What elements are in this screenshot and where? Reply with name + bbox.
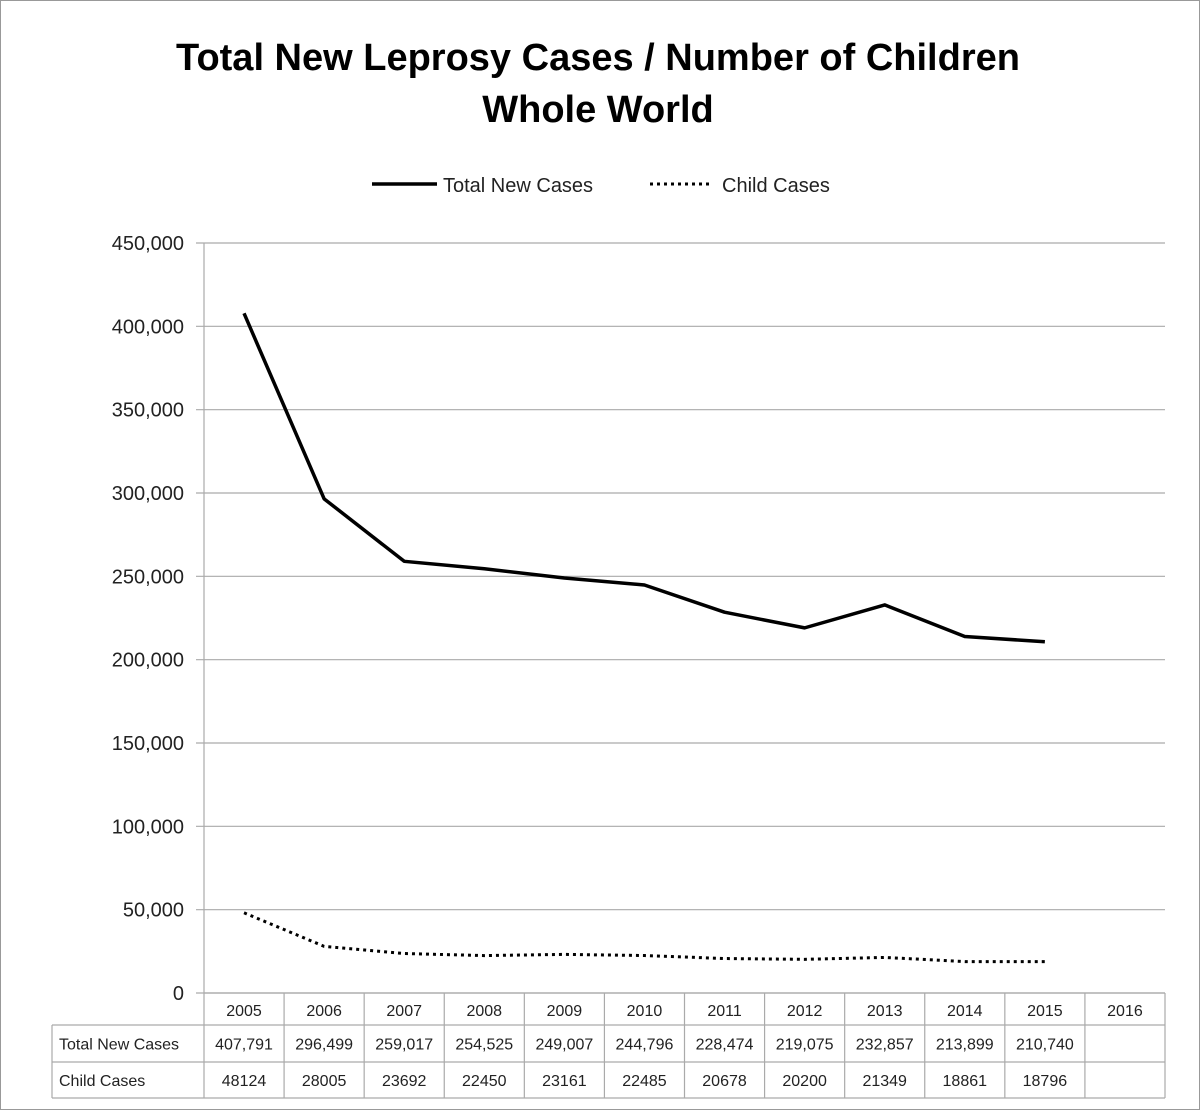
table-cell: 23692 (382, 1073, 427, 1090)
table-cell: 18796 (1023, 1073, 1068, 1090)
table-cell: 259,017 (375, 1037, 433, 1054)
y-tick-label: 450,000 (112, 233, 184, 255)
y-tick-label: 50,000 (123, 900, 184, 922)
table-cell: 48124 (222, 1073, 267, 1090)
y-tick-label: 300,000 (112, 483, 184, 505)
x-tick-label: 2012 (787, 1003, 823, 1020)
table-cell: 20678 (702, 1073, 747, 1090)
x-tick-label: 2006 (306, 1003, 342, 1020)
table-cell: 21349 (862, 1073, 907, 1090)
legend-label: Total New Cases (443, 175, 593, 197)
x-tick-label: 2010 (627, 1003, 663, 1020)
x-tick-label: 2013 (867, 1003, 903, 1020)
x-tick-label: 2016 (1107, 1003, 1143, 1020)
table-cell: 22450 (462, 1073, 507, 1090)
table-cell: 254,525 (455, 1037, 513, 1054)
x-tick-label: 2007 (386, 1003, 422, 1020)
data-table: 2005 2006 2007 2008 2009 2010 2011 2012 2013 2014… (51, 992, 1166, 1099)
y-tick-label: 350,000 (112, 400, 184, 422)
table-cell: 244,796 (616, 1037, 674, 1054)
series-lines (242, 312, 1045, 964)
y-tick-label: 200,000 (112, 650, 184, 672)
table-cell: 296,499 (295, 1037, 353, 1054)
x-tick-label: 2011 (707, 1003, 742, 1020)
table-cell: 23161 (542, 1073, 587, 1090)
legend-label: Child Cases (722, 175, 830, 197)
table-cell: 210,740 (1016, 1037, 1074, 1054)
table-cell: 407,791 (215, 1037, 273, 1054)
x-tick-label: 2008 (466, 1003, 502, 1020)
y-tick-label: 250,000 (112, 566, 184, 588)
table-cell: 232,857 (856, 1037, 914, 1054)
y-tick-label: 0 (173, 983, 184, 1005)
chart-title-line-2: Whole World (482, 89, 714, 131)
table-cell: 249,007 (535, 1037, 593, 1054)
x-tick-label: 2009 (547, 1003, 583, 1020)
x-tick-label: 2014 (947, 1003, 983, 1020)
table-cell: 22485 (622, 1073, 667, 1090)
x-tick-label: 2015 (1027, 1003, 1063, 1020)
x-tick-label: 2005 (226, 1003, 262, 1020)
table-cell: 213,899 (936, 1037, 994, 1054)
table-cell: 219,075 (776, 1037, 834, 1054)
y-tick-label: 100,000 (112, 816, 184, 838)
table-row-label: Total New Cases (59, 1037, 179, 1054)
table-row-label: Child Cases (59, 1073, 145, 1090)
table-cell: 228,474 (696, 1037, 754, 1054)
table-cell: 20200 (782, 1073, 827, 1090)
table-cell: 18861 (943, 1073, 988, 1090)
y-axis-ticks: 0 50,000 100,000 150,000 200,000 250,000 300,0… (112, 233, 184, 1005)
y-tick-label: 400,000 (112, 316, 184, 338)
y-tick-label: 150,000 (112, 733, 184, 755)
legend: Total New Cases Child Cases (372, 175, 830, 197)
chart-title-line-1: Total New Leprosy Cases / Number of Chil… (176, 37, 1020, 79)
table-cell: 28005 (302, 1073, 347, 1090)
